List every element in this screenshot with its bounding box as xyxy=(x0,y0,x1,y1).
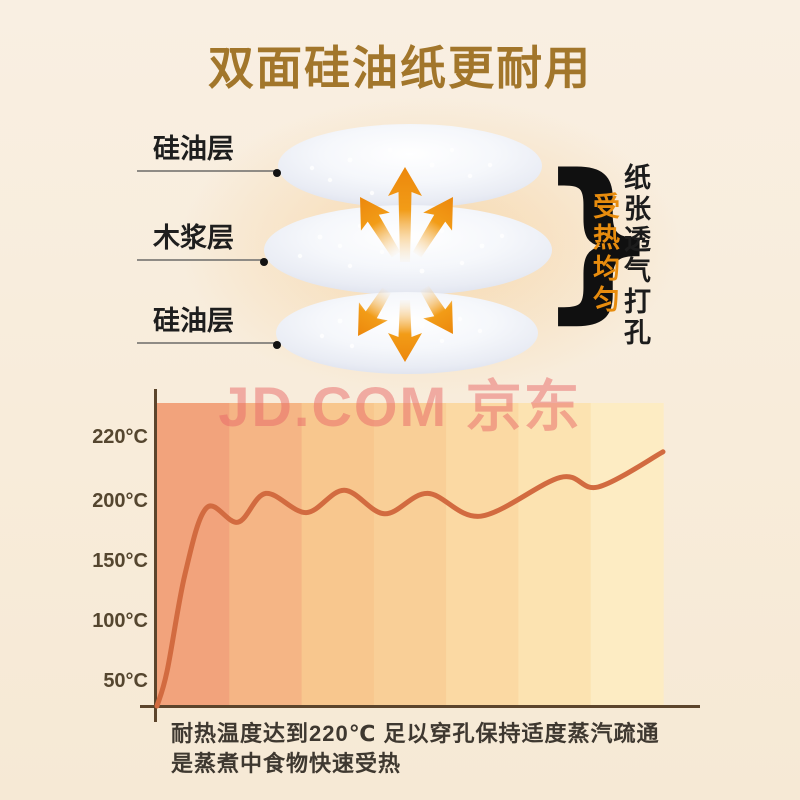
page-title: 双面硅油纸更耐用 xyxy=(208,42,592,94)
chart-color-bands xyxy=(157,403,664,706)
caption-line-1: 耐热温度达到220℃ 足以穿孔保持适度蒸汽疏通 xyxy=(171,721,660,746)
label-wood-pulp-layer: 木浆层 xyxy=(137,216,268,266)
y-tick-label: 150°C xyxy=(92,550,148,572)
chart-caption: 耐热温度达到220℃ 足以穿孔保持适度蒸汽疏通 是蒸煮中食物快速受热 xyxy=(171,719,659,779)
y-tick-label: 100°C xyxy=(92,610,148,632)
steam-arrows-up xyxy=(360,167,453,262)
label-silicone-layer-bottom: 硅油层 xyxy=(137,299,281,349)
y-tick-label: 220°C xyxy=(92,426,148,448)
note-breathable-perforation: 纸张透气打孔 xyxy=(620,163,650,349)
note-heated-evenly: 受热均匀 xyxy=(589,192,619,316)
layer-label-text: 硅油层 xyxy=(153,306,234,336)
temperature-curve xyxy=(154,449,666,709)
label-silicone-layer-top: 硅油层 xyxy=(137,127,281,177)
brace-glyph: } xyxy=(536,137,662,340)
caption-line-2: 是蒸煮中食物快速受热 xyxy=(171,751,402,776)
steam-arrows-down xyxy=(358,285,453,362)
jd-watermark: JD.COM 京东 xyxy=(218,375,582,438)
layer-label-text: 硅油层 xyxy=(153,134,234,164)
y-tick-label: 200°C xyxy=(92,490,148,512)
y-tick-label: 50°C xyxy=(103,670,148,692)
layer-label-text: 木浆层 xyxy=(153,223,234,253)
